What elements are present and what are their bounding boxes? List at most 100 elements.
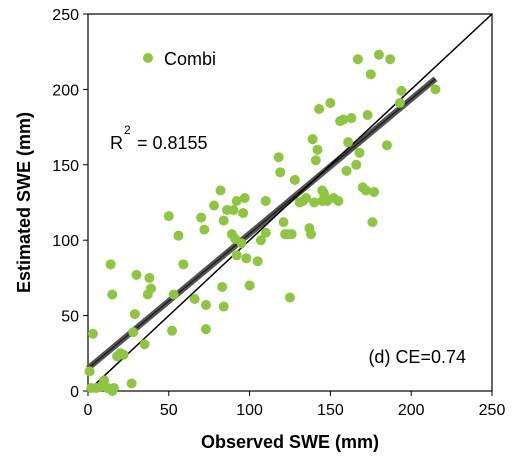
data-point xyxy=(275,167,286,178)
data-point xyxy=(394,97,405,108)
data-point xyxy=(228,205,239,216)
regression-line-core xyxy=(87,78,436,369)
data-point xyxy=(286,229,297,240)
plot-frame xyxy=(87,13,493,392)
data-point xyxy=(167,325,178,336)
data-point xyxy=(189,294,200,305)
data-points xyxy=(84,49,441,396)
y-tick-label: 50 xyxy=(61,309,79,326)
data-point xyxy=(255,235,266,246)
data-point xyxy=(367,217,378,228)
data-point xyxy=(139,339,150,350)
data-point xyxy=(107,289,118,300)
x-tick-label: 200 xyxy=(398,402,425,419)
data-point xyxy=(231,250,242,261)
data-point xyxy=(341,165,352,176)
data-point xyxy=(260,227,271,238)
x-tick-label: 0 xyxy=(84,402,93,419)
data-point xyxy=(239,192,250,203)
data-point xyxy=(362,110,373,121)
data-point xyxy=(163,211,174,222)
data-point xyxy=(200,300,211,311)
y-tick-label: 100 xyxy=(52,233,79,250)
data-point xyxy=(209,200,220,211)
data-point xyxy=(129,309,140,320)
data-point xyxy=(199,224,210,235)
data-point xyxy=(260,195,271,206)
data-point xyxy=(244,280,255,291)
data-point xyxy=(333,195,344,206)
data-point xyxy=(218,215,229,226)
data-point xyxy=(301,192,312,203)
y-tick-label: 150 xyxy=(52,158,79,175)
data-point xyxy=(217,281,228,292)
data-point xyxy=(365,69,376,80)
data-point xyxy=(430,84,441,95)
data-point xyxy=(310,155,321,166)
data-point xyxy=(128,327,139,338)
data-point xyxy=(396,85,407,96)
tick-labels: 0 50 100 150 200 250 0 50 100 150 200 250 xyxy=(52,7,505,419)
y-tick-label: 250 xyxy=(52,7,79,24)
y-tick-label: 200 xyxy=(52,82,79,99)
data-point xyxy=(273,152,284,163)
data-point xyxy=(369,186,380,197)
x-axis-title: Observed SWE (mm) xyxy=(201,432,379,452)
data-point xyxy=(200,324,211,335)
data-point xyxy=(360,185,371,196)
r-squared-value: = 0.8155 xyxy=(137,133,208,153)
data-point xyxy=(105,259,116,270)
legend-marker xyxy=(143,53,153,63)
data-point xyxy=(236,238,247,249)
r-squared-symbol: R xyxy=(110,133,123,153)
data-point xyxy=(146,283,157,294)
data-point xyxy=(196,212,207,223)
data-point xyxy=(385,54,396,65)
data-point xyxy=(285,292,295,303)
data-point xyxy=(352,54,363,65)
data-point xyxy=(354,147,365,158)
data-point xyxy=(173,230,184,241)
y-axis-title: Estimated SWE (mm) xyxy=(14,112,34,293)
data-point xyxy=(108,382,119,393)
fit-lines xyxy=(86,13,493,392)
legend-label: Combi xyxy=(164,49,216,69)
data-point xyxy=(178,259,189,270)
data-point xyxy=(343,137,354,148)
data-point xyxy=(314,104,325,115)
data-point xyxy=(346,113,357,124)
data-point xyxy=(84,366,95,377)
data-point xyxy=(338,114,349,125)
plot-area xyxy=(83,13,493,396)
data-point xyxy=(381,140,392,151)
data-point xyxy=(131,269,142,280)
data-point xyxy=(351,159,362,170)
x-tick-label: 50 xyxy=(160,402,178,419)
data-point xyxy=(289,174,300,185)
panel-label: (d) CE=0.74 xyxy=(368,347,466,367)
data-point xyxy=(87,328,98,339)
data-point xyxy=(118,349,129,360)
data-point xyxy=(325,97,336,108)
x-tick-label: 150 xyxy=(317,402,344,419)
data-point xyxy=(306,229,317,240)
data-point xyxy=(238,208,249,219)
data-point xyxy=(312,144,323,155)
legend: Combi xyxy=(143,49,216,69)
data-point xyxy=(307,134,318,145)
one-to-one-line xyxy=(87,13,493,392)
data-point xyxy=(309,197,320,208)
data-point xyxy=(215,185,226,196)
data-point xyxy=(252,256,263,267)
data-point xyxy=(144,272,155,283)
data-point xyxy=(241,253,252,264)
data-point xyxy=(126,378,137,389)
data-point xyxy=(373,49,384,60)
y-tick-label: 0 xyxy=(70,384,79,401)
x-tick-label: 100 xyxy=(236,402,263,419)
data-point xyxy=(278,217,289,228)
data-point xyxy=(99,375,110,386)
data-point xyxy=(218,301,229,312)
r-squared-superscript: 2 xyxy=(124,123,131,137)
